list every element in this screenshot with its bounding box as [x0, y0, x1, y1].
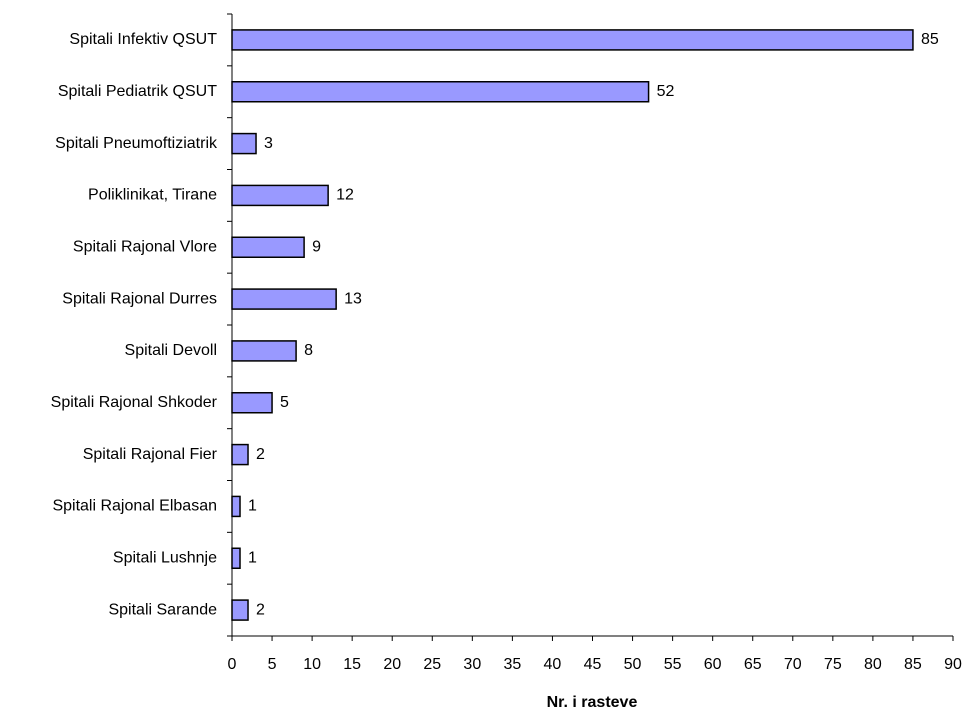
y-tick-label: Spitali Pediatrik QSUT	[58, 83, 217, 100]
data-label: 12	[336, 187, 354, 204]
data-label: 2	[256, 601, 265, 618]
bar	[231, 288, 337, 310]
x-axis-label: Nr. i rasteve	[547, 694, 638, 711]
x-tick-label: 85	[904, 656, 922, 673]
y-tick-label: Spitali Pneumoftiziatrik	[55, 135, 218, 152]
bar	[231, 236, 305, 258]
y-tick-label: Spitali Rajonal Shkoder	[51, 394, 218, 411]
x-tick-label: 45	[584, 656, 602, 673]
y-tick-label: Spitali Rajonal Durres	[62, 290, 217, 307]
y-tick-label: Spitali Infektiv QSUT	[69, 31, 217, 48]
bar	[231, 29, 914, 51]
data-label: 3	[264, 135, 273, 152]
bar	[231, 547, 241, 569]
x-tick-label: 35	[503, 656, 521, 673]
y-tick-label: Spitali Devoll	[125, 342, 217, 359]
x-tick-label: 25	[423, 656, 441, 673]
x-tick-label: 10	[303, 656, 321, 673]
bar	[231, 495, 241, 518]
y-tick-label: Spitali Lushnje	[113, 549, 217, 566]
x-tick-label: 0	[228, 656, 237, 673]
y-tick-label: Spitali Rajonal Elbasan	[52, 498, 217, 515]
data-label: 1	[248, 549, 257, 566]
x-tick-label: 65	[744, 656, 762, 673]
bar	[231, 81, 650, 103]
y-tick-label: Spitali Rajonal Fier	[83, 446, 218, 463]
bar	[231, 132, 257, 155]
data-label: 9	[312, 238, 321, 255]
x-tick-label: 55	[664, 656, 682, 673]
data-label: 2	[256, 446, 265, 463]
x-tick-label: 75	[824, 656, 842, 673]
x-tick-label: 15	[343, 656, 361, 673]
x-tick-label: 50	[624, 656, 642, 673]
x-tick-label: 60	[704, 656, 722, 673]
x-tick-label: 90	[944, 656, 962, 673]
bar	[231, 340, 297, 362]
bar	[231, 599, 249, 621]
bar	[231, 184, 329, 207]
bar	[231, 392, 273, 414]
y-tick-label: Spitali Rajonal Vlore	[73, 238, 217, 255]
x-tick-label: 20	[383, 656, 401, 673]
data-label: 8	[304, 342, 313, 359]
data-label: 13	[344, 290, 362, 307]
x-tick-label: 70	[784, 656, 802, 673]
x-tick-label: 40	[544, 656, 562, 673]
x-tick-label: 30	[463, 656, 481, 673]
y-tick-label: Spitali Sarande	[108, 601, 217, 618]
x-tick-label: 80	[864, 656, 882, 673]
data-label: 85	[921, 31, 939, 48]
data-label: 5	[280, 394, 289, 411]
x-tick-label: 5	[268, 656, 277, 673]
y-tick-label: Poliklinikat, Tirane	[88, 187, 217, 204]
data-label: 52	[657, 83, 675, 100]
data-label: 1	[248, 498, 257, 515]
bar	[231, 443, 249, 466]
